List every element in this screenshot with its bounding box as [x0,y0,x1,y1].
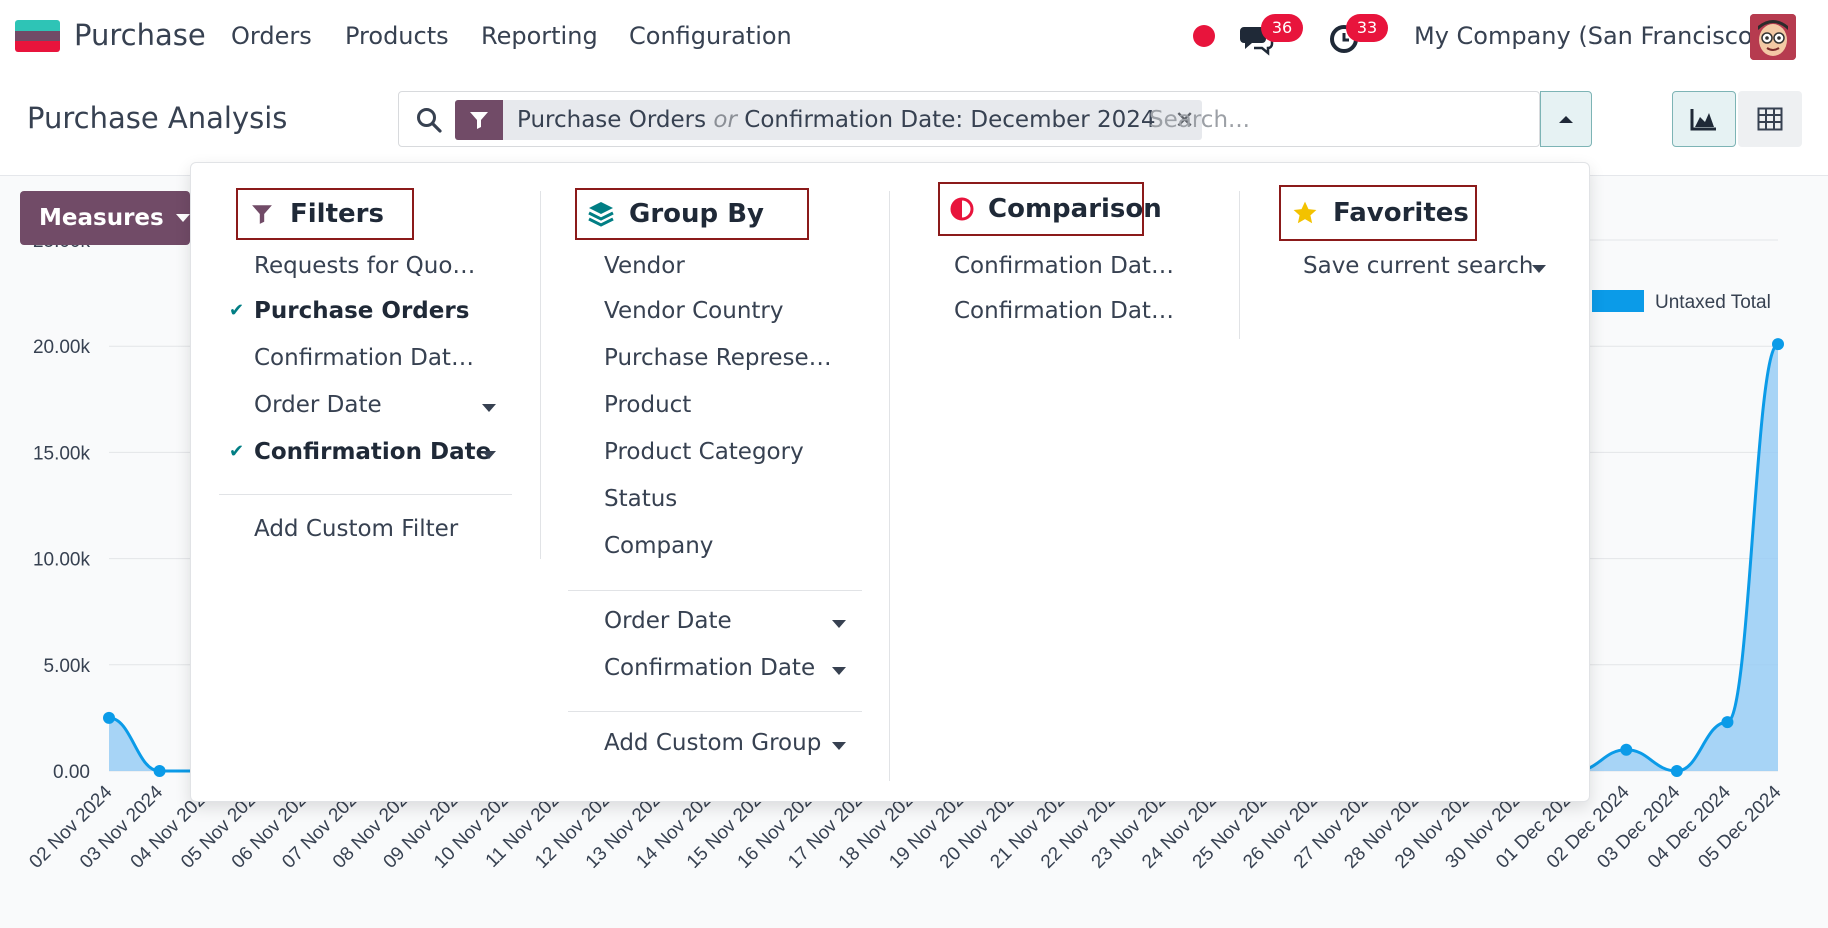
graph-view-button[interactable] [1672,91,1736,147]
divider [568,711,862,712]
control-panel: Purchase Analysis Purchase Orders or Con… [0,74,1828,176]
data-point[interactable] [1721,716,1734,729]
top-navbar: Purchase Orders Products Reporting Confi… [0,0,1828,74]
data-point[interactable] [103,711,115,724]
filter-purchase-orders[interactable]: Purchase Orders [254,298,470,324]
layers-icon [587,200,615,228]
filter-icon [248,200,276,228]
add-custom-group[interactable]: Add Custom Group [604,730,822,756]
order-date-caret-icon[interactable] [482,404,496,412]
groupby-company[interactable]: Company [604,533,714,559]
data-point[interactable] [1772,338,1784,351]
save-search-caret-icon[interactable] [1532,265,1546,273]
data-point[interactable] [1670,765,1683,777]
add-custom-filter[interactable]: Add Custom Filter [254,516,459,542]
caret-up-icon [1559,116,1573,123]
measures-button[interactable]: Measures [20,191,190,245]
y-tick-label: 10.00k [33,550,91,571]
search-facet[interactable]: Purchase Orders or Confirmation Date: De… [455,100,1202,140]
comparison-option-2[interactable]: Confirmation Dat… [954,298,1174,324]
filter-order-date[interactable]: Order Date [254,392,382,418]
groupby-vendor-country[interactable]: Vendor Country [604,298,784,324]
comparison-option-1[interactable]: Confirmation Dat… [954,253,1174,279]
groupby-confirmation-date[interactable]: Confirmation Date [604,655,816,681]
favorites-header: Favorites [1279,185,1477,241]
y-tick-label: 5.00k [44,656,91,677]
search-panel-dropdown: Filters Requests for Quo… ✔ Purchase Ord… [190,162,1590,802]
groupby-product-category[interactable]: Product Category [604,439,804,465]
groupby-status[interactable]: Status [604,486,678,512]
divider [219,494,512,495]
search-input[interactable] [1149,100,1509,140]
filter-confirmation-date[interactable]: Confirmation Date [254,439,492,465]
company-switcher[interactable]: My Company (San Francisco) [1414,22,1762,50]
legend-label[interactable]: Untaxed Total [1655,292,1771,313]
groupby-purchase-representative[interactable]: Purchase Represe… [604,345,832,371]
column-divider [889,191,890,781]
area-chart-icon [1690,109,1716,131]
search-icon[interactable] [415,106,443,134]
legend-swatch[interactable] [1592,290,1644,312]
check-icon: ✔ [229,300,245,321]
user-avatar[interactable] [1750,14,1796,60]
order-date-caret-icon[interactable] [832,620,846,628]
menu-products[interactable]: Products [345,22,449,50]
messages-badge: 36 [1261,14,1303,42]
custom-group-caret-icon[interactable] [832,742,846,750]
data-point[interactable] [153,765,166,777]
menu-orders[interactable]: Orders [231,22,312,50]
pivot-view-button[interactable] [1738,91,1802,147]
star-icon [1291,199,1319,227]
y-tick-label: 20.00k [33,337,91,358]
search-bar[interactable]: Purchase Orders or Confirmation Date: De… [398,91,1540,147]
status-dot-icon[interactable] [1193,25,1215,47]
caret-down-icon [175,214,190,222]
filter-confirmation-date-preset[interactable]: Confirmation Dat… [254,345,474,371]
filter-icon [455,100,503,140]
half-circle-icon [950,195,974,223]
groupby-product[interactable]: Product [604,392,692,418]
groupby-order-date[interactable]: Order Date [604,608,732,634]
column-divider [1239,191,1240,339]
groupby-header: Group By [575,188,809,240]
page-title: Purchase Analysis [27,101,288,135]
filter-requests-for-quotation[interactable]: Requests for Quo… [254,253,476,279]
check-icon: ✔ [229,441,245,462]
filters-header: Filters [236,188,414,240]
app-name[interactable]: Purchase [74,18,206,52]
toggle-search-panel-button[interactable] [1540,91,1592,147]
divider [568,590,862,591]
confirmation-date-caret-icon[interactable] [482,451,496,459]
facet-text: Purchase Orders or Confirmation Date: De… [517,107,1156,133]
groupby-vendor[interactable]: Vendor [604,253,685,279]
data-point[interactable] [1620,743,1633,756]
menu-reporting[interactable]: Reporting [481,22,598,50]
comparison-header: Comparison [938,182,1162,236]
column-divider [540,191,541,559]
menu-configuration[interactable]: Configuration [629,22,792,50]
activities-badge: 33 [1346,14,1388,42]
save-current-search[interactable]: Save current search [1303,253,1534,279]
purchase-app-icon[interactable] [15,20,60,52]
y-tick-label: 0.00 [53,762,90,783]
y-tick-label: 15.00k [33,443,91,464]
confirmation-date-caret-icon[interactable] [832,667,846,675]
table-icon [1757,107,1783,131]
